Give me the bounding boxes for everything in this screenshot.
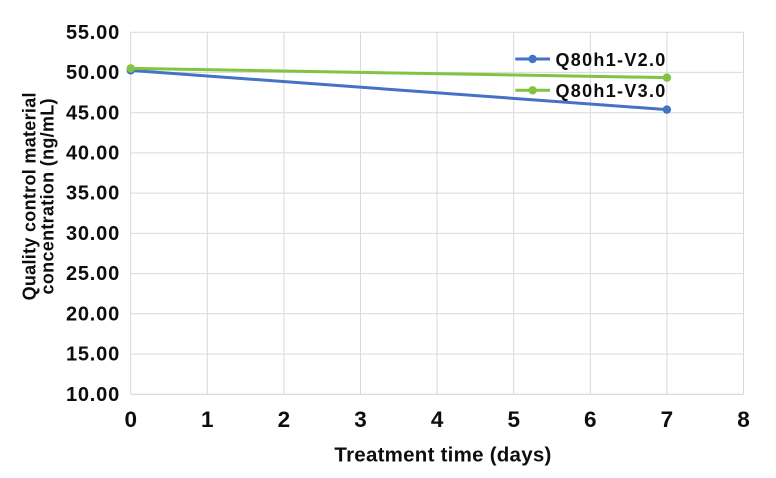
svg-text:40.00: 40.00 — [66, 143, 120, 165]
svg-text:7: 7 — [661, 407, 674, 432]
svg-text:Quality control material: Quality control material — [20, 92, 40, 300]
svg-text:8: 8 — [737, 407, 750, 432]
svg-text:25.00: 25.00 — [66, 263, 120, 285]
svg-text:20.00: 20.00 — [66, 303, 120, 325]
svg-text:5: 5 — [507, 407, 520, 432]
svg-text:50.00: 50.00 — [66, 62, 120, 84]
svg-text:2: 2 — [278, 407, 291, 432]
svg-text:Q80h1-V3.0: Q80h1-V3.0 — [556, 81, 667, 101]
svg-text:45.00: 45.00 — [66, 102, 120, 124]
svg-text:1: 1 — [201, 407, 214, 432]
svg-text:55.00: 55.00 — [66, 22, 120, 44]
svg-text:35.00: 35.00 — [66, 183, 120, 205]
svg-text:concentration (ng/mL): concentration (ng/mL) — [38, 98, 58, 294]
svg-text:6: 6 — [584, 407, 597, 432]
svg-text:0: 0 — [124, 407, 137, 432]
svg-text:10.00: 10.00 — [66, 384, 120, 406]
svg-text:15.00: 15.00 — [66, 344, 120, 366]
svg-text:30.00: 30.00 — [66, 223, 120, 245]
svg-text:3: 3 — [354, 407, 367, 432]
svg-text:Q80h1-V2.0: Q80h1-V2.0 — [556, 50, 667, 70]
svg-text:Treatment time (days): Treatment time (days) — [334, 444, 551, 467]
svg-text:4: 4 — [431, 407, 444, 432]
